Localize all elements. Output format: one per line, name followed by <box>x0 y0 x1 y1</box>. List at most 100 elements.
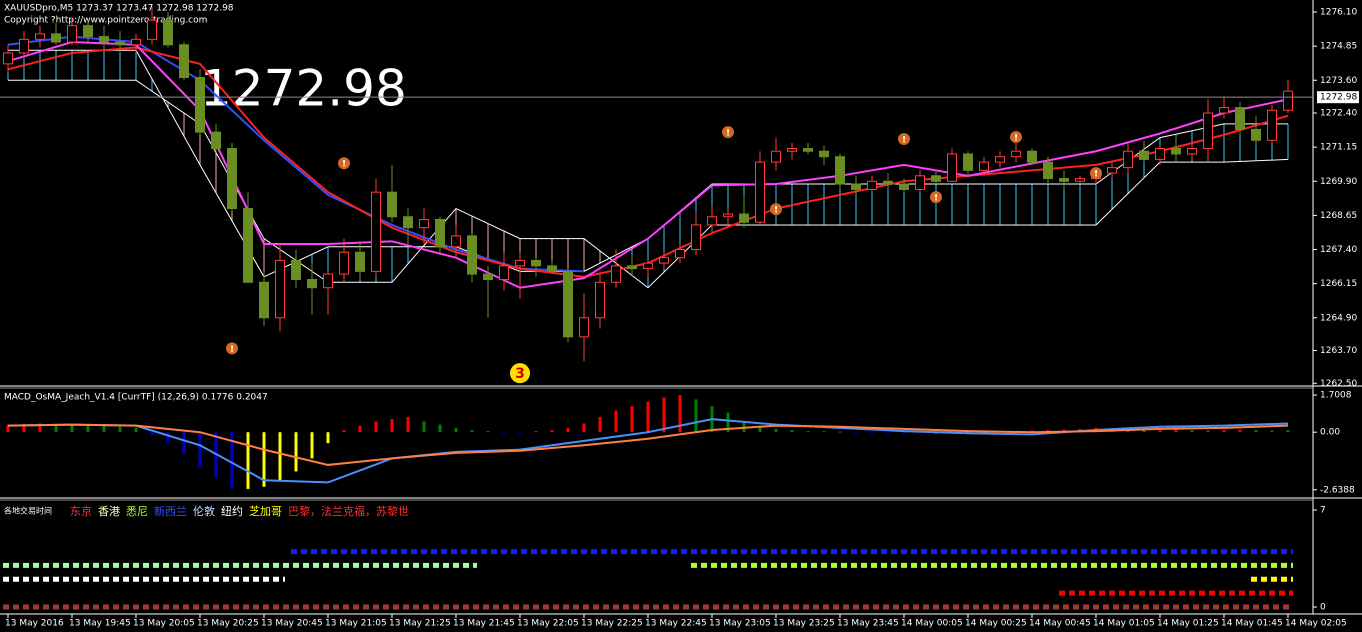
histogram-bar <box>38 423 42 433</box>
candle-body <box>419 218 429 229</box>
candle-body <box>195 77 205 133</box>
histogram-bar <box>342 430 346 433</box>
x-tick-label: 13 May 21:05 <box>325 619 387 629</box>
y-tick-label: 7 <box>1320 506 1326 516</box>
candle-body <box>499 265 509 281</box>
candle-body <box>803 148 813 152</box>
candle-body <box>1171 148 1181 155</box>
candle-body <box>275 259 285 319</box>
candle-body <box>979 161 989 171</box>
candle-body <box>467 235 477 275</box>
histogram-bar <box>774 428 778 433</box>
histogram-bar <box>534 431 538 433</box>
histogram-bar <box>422 421 426 433</box>
alert-text: ! <box>726 129 730 139</box>
candle-body <box>739 213 749 223</box>
histogram-bar <box>22 423 26 433</box>
alert-marker <box>930 191 942 204</box>
candle-body <box>67 25 77 43</box>
histogram-bar <box>198 432 202 468</box>
candle-body <box>99 36 109 43</box>
alert-marker <box>1010 131 1022 144</box>
y-tick-label: 1263.70 <box>1320 346 1357 356</box>
y-tick-label: 1268.65 <box>1320 211 1357 221</box>
candle-body <box>227 148 237 210</box>
candle-body <box>83 25 93 38</box>
histogram-bar <box>550 430 554 433</box>
candle-body <box>259 281 269 319</box>
candle-body <box>883 180 893 185</box>
candle-body <box>947 153 957 182</box>
candle-body <box>51 33 61 43</box>
alert-marker <box>722 126 734 139</box>
histogram-bar <box>742 421 746 433</box>
candle-body <box>1267 109 1277 141</box>
candle-body <box>1251 128 1261 141</box>
histogram-bar <box>1238 429 1242 433</box>
candle-body <box>755 161 765 223</box>
histogram-bar <box>1254 430 1258 433</box>
cloud-edge <box>8 79 1289 289</box>
candle-body <box>1203 112 1213 150</box>
candle-body <box>611 265 621 283</box>
x-tick-label: 13 May 20:25 <box>197 619 259 629</box>
candle-body <box>835 156 845 185</box>
histogram-bar <box>1206 430 1210 433</box>
histogram-bar <box>870 432 874 434</box>
y-tick-label: 1276.10 <box>1320 8 1357 18</box>
histogram-bar <box>630 406 634 433</box>
histogram-bar <box>390 419 394 433</box>
x-tick-label: 13 May 19:45 <box>69 619 131 629</box>
symbol-header: XAUUSDpro,M5 1273.37 1273.47 1272.98 127… <box>4 4 234 14</box>
candle-body <box>1283 90 1293 111</box>
histogram-bar <box>6 424 10 433</box>
alert-text: ! <box>230 345 234 355</box>
legend-entry: 悉尼 <box>126 505 148 518</box>
x-tick-label: 13 May 23:25 <box>773 619 835 629</box>
histogram-bar <box>374 421 378 433</box>
y-tick-label: 1262.50 <box>1320 379 1357 389</box>
x-tick-label: 14 May 01:45 <box>1221 619 1283 629</box>
candle-body <box>147 19 157 40</box>
x-tick-label: 13 May 22:25 <box>581 619 643 629</box>
histogram-bar <box>294 432 298 472</box>
indicator-title: MACD_OsMA_Jeach_V1.4 [CurrTF] (12,26,9) … <box>4 393 268 403</box>
candle-body <box>659 257 669 264</box>
candle-body <box>547 265 557 272</box>
candle-body <box>371 191 381 272</box>
y-tick-label: 1273.60 <box>1320 76 1357 86</box>
candle-body <box>691 224 701 251</box>
histogram-bar <box>486 431 490 433</box>
histogram-bar <box>726 412 730 433</box>
candle-body <box>163 19 173 46</box>
alert-text: ! <box>1014 134 1018 144</box>
histogram-bar <box>1174 429 1178 433</box>
y-tick-label: 1272.40 <box>1320 109 1357 119</box>
histogram-bar <box>694 399 698 433</box>
alert-marker <box>770 203 782 216</box>
histogram-bar <box>454 427 458 433</box>
histogram-bar <box>70 424 74 433</box>
histogram-bar <box>278 432 282 481</box>
histogram-bar <box>230 432 234 489</box>
histogram-bar <box>806 431 810 433</box>
histogram-bar <box>182 432 186 455</box>
candle-body <box>115 41 125 46</box>
highlight-text: 3 <box>515 366 525 382</box>
histogram-bar <box>918 432 922 434</box>
alert-marker <box>1090 167 1102 180</box>
y-tick-label: 1269.90 <box>1320 177 1357 187</box>
histogram-bar <box>262 432 266 487</box>
candle-body <box>403 216 413 229</box>
candle-body <box>931 175 941 182</box>
histogram-bar <box>678 395 682 433</box>
histogram-bar <box>54 423 58 433</box>
candle-body <box>1235 107 1245 130</box>
alert-marker <box>338 157 350 170</box>
alert-text: ! <box>774 206 778 216</box>
y-tick-label: 1267.40 <box>1320 245 1357 255</box>
x-tick-label: 13 May 21:45 <box>453 619 515 629</box>
candle-body <box>579 317 589 338</box>
macd-line <box>7 423 1289 466</box>
candle-body <box>1139 150 1149 160</box>
